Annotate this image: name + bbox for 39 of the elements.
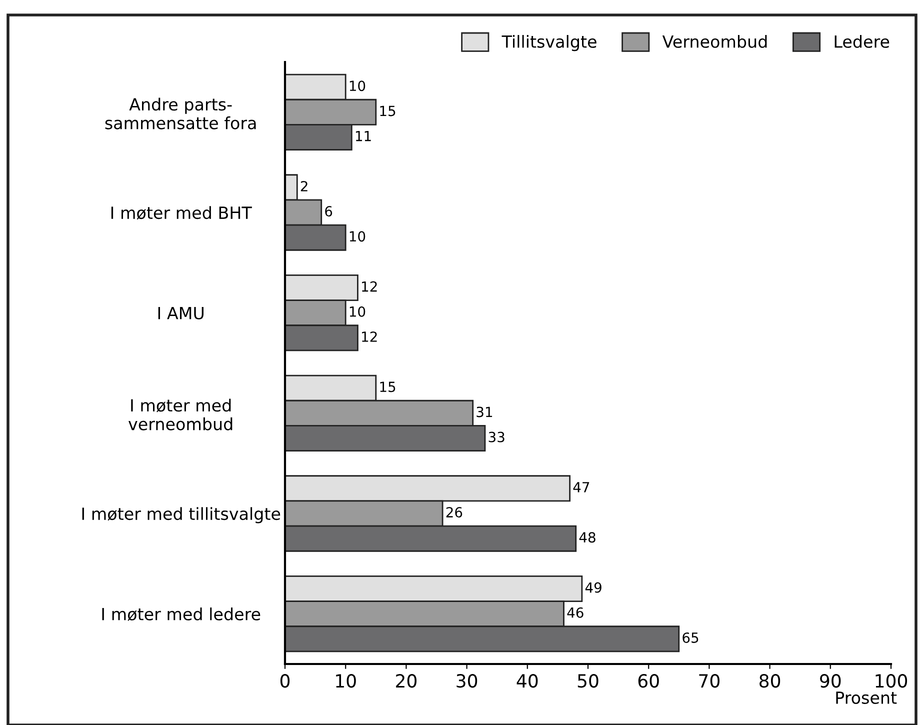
x-tick-label: 10	[336, 674, 356, 688]
x-tick-label: 100	[876, 674, 908, 688]
data-label: 31	[476, 406, 492, 418]
y-tick-label: I AMU	[158, 307, 204, 320]
y-tick-label: Andre parts- sammensatte fora	[105, 98, 256, 130]
y-tick-label: I møter med ledere	[102, 608, 260, 621]
x-tick-label: 60	[638, 674, 659, 688]
data-label: 10	[350, 80, 366, 92]
x-tick-label: 20	[396, 674, 416, 688]
data-label: 26	[446, 507, 462, 518]
x-tick-label: 0	[280, 674, 290, 688]
data-label: 65	[682, 632, 698, 643]
data-label: 49	[585, 582, 602, 593]
data-label: 10	[350, 231, 366, 242]
data-label: 46	[567, 607, 584, 618]
y-tick-label: I møter med BHT	[111, 206, 252, 220]
data-label: 33	[488, 432, 504, 442]
x-tick-label: 70	[699, 674, 720, 688]
data-label: 47	[573, 482, 590, 492]
data-label: 10	[350, 306, 366, 317]
data-label: 6	[325, 206, 332, 217]
y-tick-label: I møter med verneombud	[128, 398, 232, 430]
y-tick-label: I møter med tillitsvalgte	[82, 507, 280, 524]
data-label: 11	[356, 130, 371, 142]
x-tick-label: 30	[456, 674, 478, 688]
data-label: 48	[579, 532, 596, 543]
data-label: 15	[380, 382, 396, 392]
x-tick-label: 80	[760, 674, 780, 688]
legend-label: Ledere	[834, 35, 890, 48]
data-label: 2	[300, 180, 308, 192]
data-label: 15	[380, 106, 396, 116]
x-axis-title: Prosent	[836, 692, 897, 704]
x-tick-label: 50	[578, 674, 598, 688]
legend-label: Verneombud	[662, 35, 767, 48]
x-tick-label: 40	[516, 674, 538, 688]
x-tick-label: 90	[820, 674, 841, 688]
legend-label: Tillitsvalgte	[502, 35, 596, 52]
data-label: 12	[362, 281, 377, 292]
data-label: 12	[362, 331, 377, 342]
